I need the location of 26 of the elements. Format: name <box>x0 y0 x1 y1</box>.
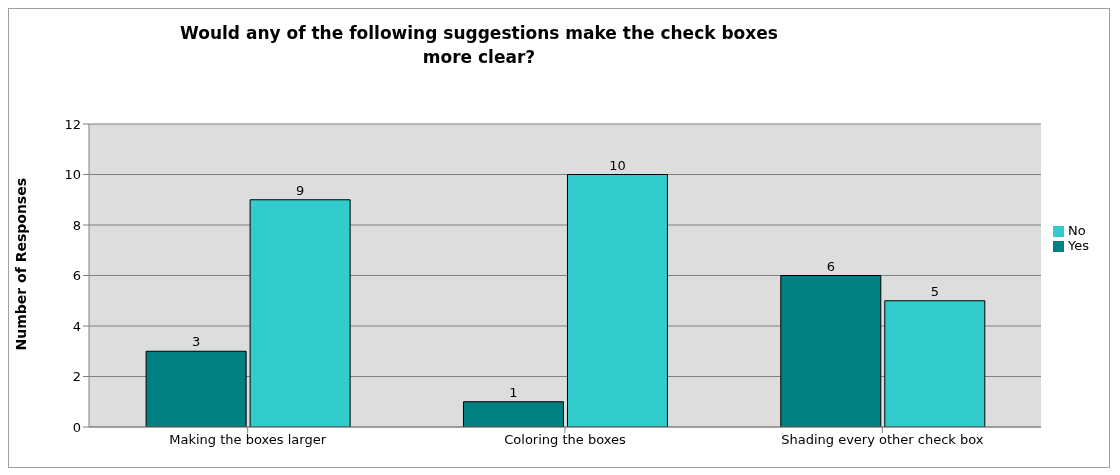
data-label: 9 <box>295 182 305 198</box>
data-label: 3 <box>191 334 201 350</box>
bar <box>249 199 351 427</box>
data-label: 1 <box>509 384 518 400</box>
bar <box>566 174 668 427</box>
data-label: 6 <box>826 258 835 274</box>
x-tick-label: Coloring the boxes <box>504 432 626 448</box>
y-tick-label: 10 <box>64 167 81 183</box>
legend-label: No <box>1068 223 1086 238</box>
y-tick-label: 0 <box>72 419 81 435</box>
bar <box>884 300 986 427</box>
y-axis-title: Number of Responses <box>12 177 29 351</box>
data-label: 5 <box>930 283 939 299</box>
bar <box>462 401 564 427</box>
y-tick-label: 2 <box>72 369 81 385</box>
chart-title: Would any of the following suggestions make the check boxes more clear? <box>179 22 779 69</box>
bar <box>780 275 882 427</box>
legend-label: Yes <box>1068 238 1089 253</box>
x-tick-label: Making the boxes larger <box>169 432 327 448</box>
y-tick-label: 4 <box>72 318 81 334</box>
bar <box>145 350 247 427</box>
x-tick-label: Shading every other check box <box>781 432 984 448</box>
y-tick-label: 8 <box>72 217 81 233</box>
y-tick-label: 6 <box>72 268 81 284</box>
y-tick-label: 12 <box>64 116 81 132</box>
data-label: 10 <box>609 157 626 173</box>
